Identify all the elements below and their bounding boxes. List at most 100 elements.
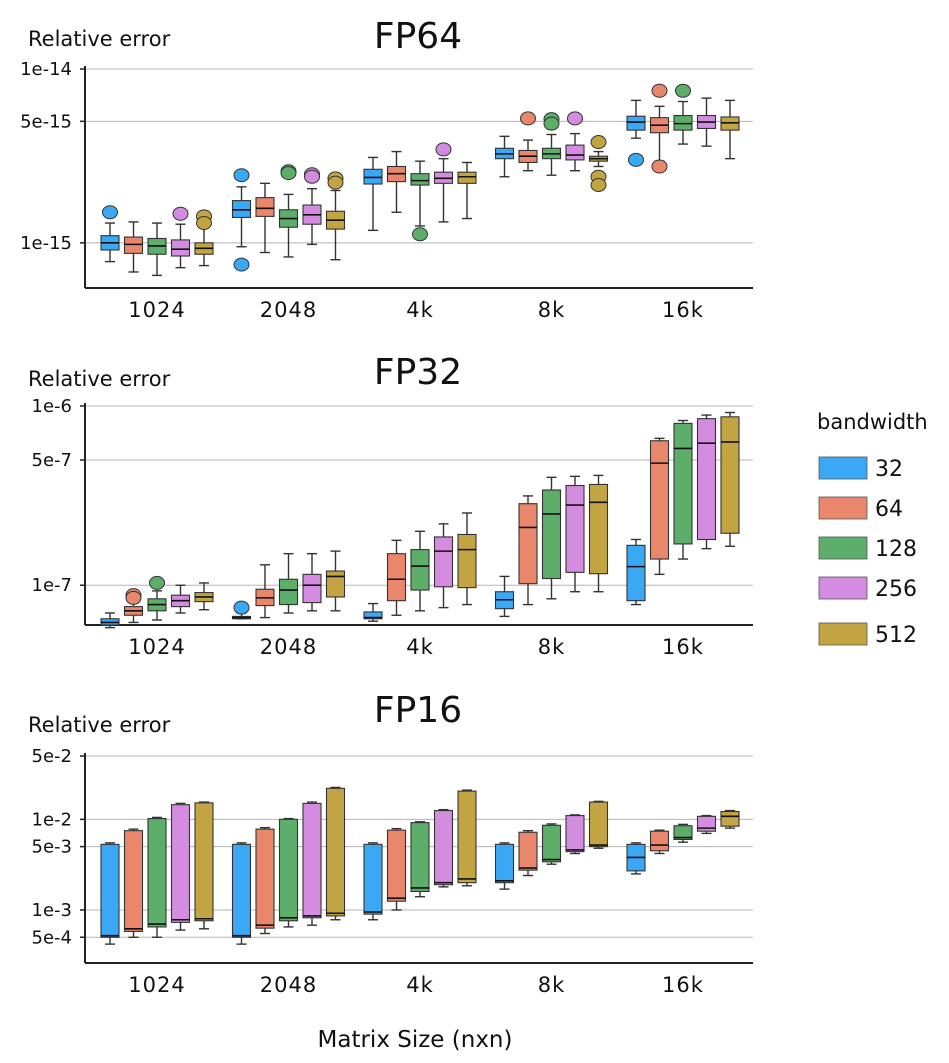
- panel-fp32: FP32 Relative error 1e-6 5e-7 1e-7 1024 2048 4k…: [28, 352, 753, 659]
- box-16k-bw256: [696, 414, 717, 550]
- outlier-point: [543, 116, 560, 131]
- y-tick-label: 5e-4: [32, 927, 72, 948]
- box-16k-bw128: [673, 823, 693, 843]
- legend-label-32: 32: [875, 457, 903, 482]
- box-iqr: [565, 484, 585, 573]
- box-iqr: [565, 815, 585, 853]
- legend-label-64: 64: [875, 497, 903, 522]
- x-axis-title: Matrix Size (nxn): [318, 1027, 513, 1053]
- box-2048-bw128: [278, 164, 299, 258]
- y-tick-label: 5e-15: [20, 111, 72, 132]
- outlier-point: [327, 175, 344, 190]
- box-16k-bw64: [649, 829, 670, 855]
- y-tick-label: 5e-3: [32, 837, 72, 858]
- box-1024-bw32: [100, 612, 120, 629]
- box-1024-bw256: [170, 802, 191, 931]
- box-2048-bw256: [302, 552, 322, 612]
- box-16k-bw64: [649, 437, 670, 576]
- box-2048-bw32: [231, 600, 252, 620]
- box-iqr: [325, 570, 346, 598]
- box-4k-bw512: [457, 512, 477, 606]
- legend-swatch-32: [818, 456, 868, 480]
- box-16k-bw64: [649, 83, 670, 174]
- box-8k-bw32: [494, 135, 515, 178]
- box-1024-bw256: [170, 584, 191, 614]
- box-8k-bw256: [565, 814, 585, 855]
- box-iqr: [649, 830, 670, 852]
- y-tick-label: 1e-3: [32, 900, 72, 921]
- box-iqr: [518, 831, 538, 871]
- box-8k-bw256: [565, 475, 585, 593]
- x-tick-label: 8k: [538, 298, 566, 322]
- outlier-point: [651, 159, 668, 174]
- legend-swatch-512: [818, 622, 868, 646]
- box-2048-bw512: [325, 786, 346, 921]
- box-2048-bw64: [255, 564, 275, 619]
- y-axis-label: Relative error: [28, 27, 171, 51]
- box-16k-bw512: [720, 99, 740, 160]
- box-iqr: [457, 533, 477, 589]
- box-iqr: [410, 173, 430, 186]
- box-4k-bw32: [363, 156, 383, 232]
- box-iqr: [410, 549, 430, 591]
- x-tick-label: 16k: [662, 298, 704, 322]
- box-iqr: [696, 815, 717, 832]
- box-4k-bw256: [433, 808, 454, 888]
- box-iqr: [588, 801, 609, 848]
- box-iqr: [302, 573, 322, 604]
- box-iqr: [363, 843, 383, 915]
- x-tick-label: 2048: [260, 635, 317, 659]
- outlier-point: [412, 227, 428, 242]
- box-iqr: [278, 818, 299, 922]
- outlier-point: [520, 111, 536, 126]
- box-iqr: [626, 115, 646, 131]
- outlier-point: [628, 152, 644, 167]
- box-1024-bw128: [147, 575, 167, 621]
- y-tick-label: 1e-2: [32, 809, 72, 830]
- x-tick-label: 2048: [260, 298, 317, 322]
- panel-title: FP32: [374, 352, 462, 393]
- y-tick-label: 1e-7: [32, 575, 72, 596]
- box-16k-bw512: [720, 809, 740, 829]
- outlier-point: [651, 83, 668, 98]
- box-2048-bw128: [278, 552, 299, 614]
- box-1024-bw128: [147, 816, 167, 938]
- legend-label-128: 128: [875, 537, 917, 562]
- y-tick-label: 5e-7: [32, 450, 72, 471]
- box-4k-bw32: [363, 602, 383, 622]
- legend-title: bandwidth: [817, 410, 928, 434]
- box-2048-bw128: [278, 817, 299, 928]
- box-1024-bw512: [194, 582, 214, 611]
- box-iqr: [278, 578, 299, 606]
- outlier-point: [125, 590, 142, 605]
- outlier-point: [233, 257, 250, 272]
- box-8k-bw128: [541, 823, 562, 865]
- box-8k-bw64: [518, 829, 538, 877]
- box-8k-bw32: [494, 575, 515, 618]
- box-iqr: [494, 843, 515, 884]
- box-16k-bw512: [720, 411, 740, 547]
- box-2048-bw512: [325, 550, 346, 612]
- box-8k-bw512: [588, 135, 609, 193]
- box-iqr: [123, 236, 144, 254]
- box-iqr: [541, 824, 562, 863]
- box-iqr: [626, 544, 646, 602]
- box-iqr: [194, 802, 214, 922]
- box-iqr: [255, 197, 275, 217]
- box-iqr: [673, 422, 693, 545]
- outlier-point: [435, 142, 452, 157]
- legend-swatch-64: [818, 496, 868, 520]
- outlier-point: [172, 206, 189, 221]
- box-iqr: [325, 787, 346, 917]
- x-tick-label: 1024: [128, 973, 185, 997]
- x-tick-label: 8k: [538, 973, 566, 997]
- box-iqr: [170, 804, 191, 923]
- outlier-point: [590, 178, 607, 193]
- box-iqr: [123, 830, 144, 932]
- box-4k-bw64: [386, 539, 407, 616]
- box-iqr: [565, 144, 585, 161]
- box-iqr: [588, 483, 609, 575]
- box-iqr: [673, 825, 693, 841]
- box-iqr: [302, 802, 322, 919]
- box-8k-bw256: [565, 111, 585, 172]
